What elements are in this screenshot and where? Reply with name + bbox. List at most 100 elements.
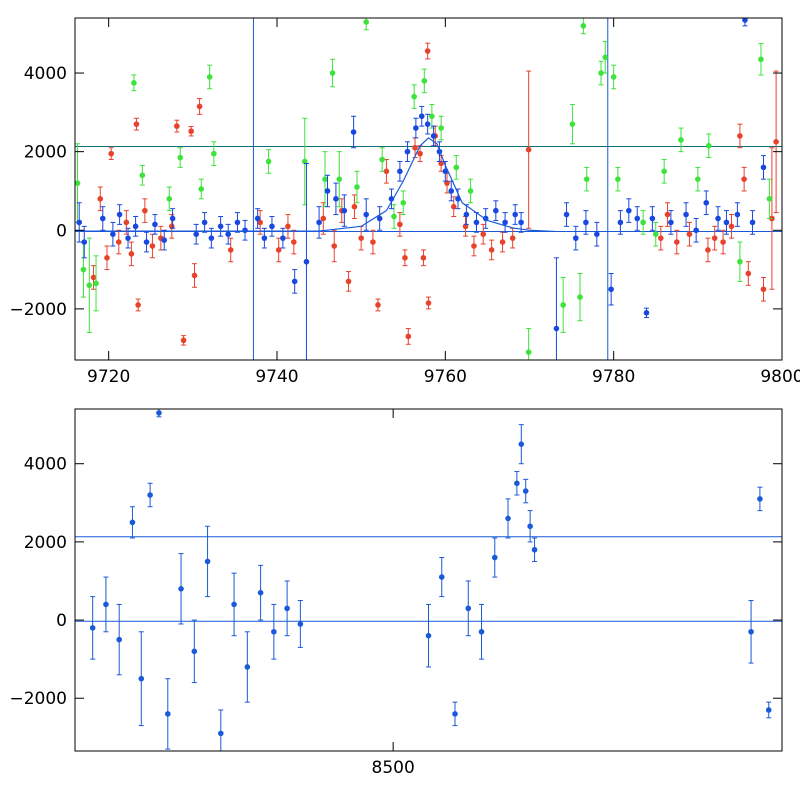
data-point — [211, 150, 217, 157]
data-point — [149, 243, 156, 249]
data-point — [424, 48, 431, 54]
data-point — [116, 211, 123, 218]
data-point — [673, 239, 680, 245]
data-point — [760, 164, 767, 171]
data-point — [303, 258, 310, 265]
data-point — [615, 176, 621, 182]
data-point — [505, 515, 511, 522]
data-point — [715, 215, 721, 222]
data-point — [705, 142, 712, 149]
data-point — [133, 121, 140, 127]
data-point — [333, 196, 339, 202]
data-point — [285, 223, 291, 230]
y-tick-label: −2000 — [9, 689, 67, 709]
data-point — [201, 219, 208, 226]
data-point — [225, 231, 231, 238]
data-point — [742, 18, 748, 23]
data-point — [217, 223, 224, 230]
data-point — [418, 113, 425, 120]
data-point — [473, 219, 480, 226]
data-point — [444, 180, 450, 186]
data-point — [438, 574, 445, 580]
data-point — [231, 601, 237, 608]
data-point — [218, 730, 224, 737]
data-point — [75, 180, 81, 186]
data-point — [749, 219, 756, 226]
data-point — [104, 254, 110, 261]
data-point — [191, 272, 198, 279]
data-point — [178, 585, 184, 592]
data-point — [583, 219, 589, 226]
data-point — [177, 154, 184, 161]
plot-frame — [74, 408, 783, 752]
data-point — [76, 219, 83, 226]
data-point — [169, 215, 176, 222]
data-point — [608, 286, 614, 293]
data-point — [502, 219, 508, 226]
data-point — [664, 211, 671, 218]
data-point — [478, 628, 485, 635]
data-point — [284, 605, 290, 612]
data-point — [509, 235, 516, 241]
data-point — [652, 231, 659, 238]
data-point — [142, 207, 148, 214]
data-point — [452, 711, 458, 717]
data-point — [661, 168, 667, 175]
data-point — [728, 223, 735, 230]
data-point — [758, 56, 764, 63]
data-point — [412, 144, 418, 151]
data-point — [93, 280, 99, 287]
data-point — [553, 325, 560, 332]
y-tick-label: 2000 — [24, 143, 67, 163]
data-point — [128, 251, 135, 257]
data-point — [467, 188, 474, 194]
data-point — [331, 243, 338, 249]
data-point — [617, 219, 624, 226]
data-point — [363, 211, 370, 218]
data-point — [397, 221, 403, 228]
data-point — [493, 207, 499, 214]
data-point — [417, 150, 423, 157]
x-tick-label: 8500 — [372, 758, 415, 778]
data-point — [577, 294, 583, 300]
data-point — [748, 628, 754, 635]
data-point — [734, 211, 741, 218]
x-tick-label: 9740 — [255, 367, 298, 387]
data-point — [81, 239, 88, 245]
data-point — [193, 231, 199, 238]
data-point — [413, 125, 419, 131]
data-point — [424, 121, 431, 127]
data-point — [737, 258, 743, 265]
data-point — [336, 176, 343, 182]
data-point — [242, 227, 248, 234]
data-point — [86, 282, 93, 289]
data-point — [400, 199, 407, 206]
data-point — [471, 243, 477, 249]
data-point — [329, 70, 336, 76]
data-point — [376, 215, 383, 222]
y-tick-label: 0 — [56, 221, 67, 241]
data-point — [198, 186, 205, 192]
data-point — [131, 80, 137, 86]
data-point — [737, 133, 743, 139]
data-point — [180, 337, 187, 344]
data-point — [448, 188, 455, 194]
data-point — [525, 146, 532, 153]
data-point — [518, 219, 524, 226]
data-point — [765, 707, 772, 713]
data-point — [291, 278, 298, 285]
data-point — [271, 628, 277, 635]
data-point — [711, 235, 718, 241]
plot-frame — [74, 17, 783, 361]
data-point — [404, 148, 411, 155]
data-point — [766, 196, 773, 202]
data-point — [683, 211, 689, 218]
data-point — [723, 219, 730, 226]
x-tick-label: 9760 — [424, 367, 467, 387]
data-point — [512, 211, 518, 218]
data-point — [626, 207, 632, 214]
data-point — [370, 239, 376, 245]
data-point — [686, 231, 693, 238]
data-point — [301, 158, 308, 165]
